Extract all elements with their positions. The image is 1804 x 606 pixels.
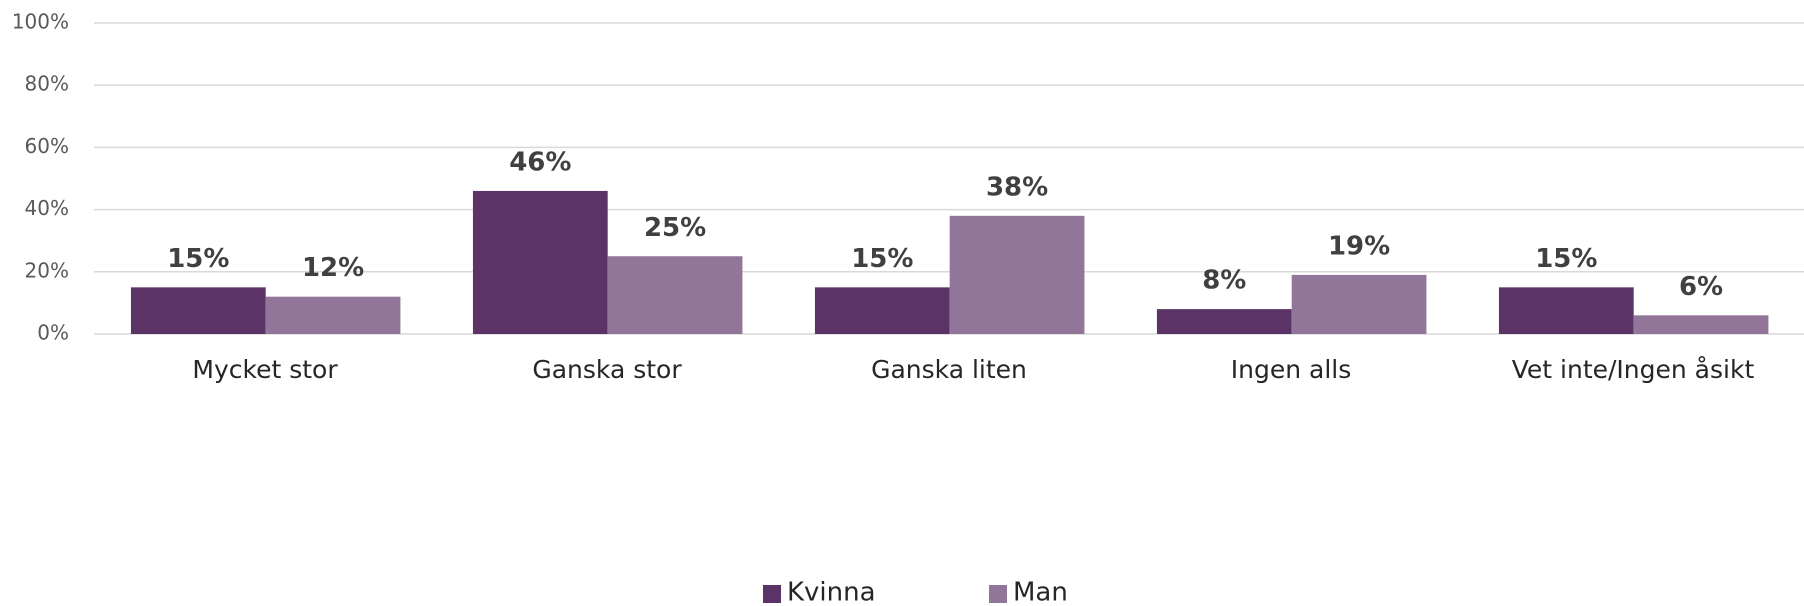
bar — [1498, 287, 1634, 334]
x-tick-label: Vet inte/Ingen åsikt — [1512, 355, 1755, 384]
bar — [1156, 309, 1292, 334]
bar — [130, 287, 266, 334]
legend-swatch — [989, 585, 1007, 603]
bar — [949, 215, 1085, 334]
value-label: 15% — [851, 244, 913, 274]
value-label: 15% — [167, 244, 229, 274]
legend-label: Man — [1013, 578, 1068, 606]
bar — [265, 296, 401, 334]
value-label: 38% — [986, 172, 1048, 202]
bar — [1291, 274, 1427, 334]
y-tick-label: 60% — [25, 134, 69, 158]
bar — [607, 256, 743, 334]
value-label: 6% — [1679, 272, 1723, 302]
y-tick-label: 40% — [25, 196, 69, 220]
y-tick-label: 0% — [37, 321, 69, 345]
bar — [814, 287, 950, 334]
x-tick-label: Ganska stor — [532, 355, 682, 384]
y-tick-label: 80% — [25, 72, 69, 96]
x-tick-label: Ganska liten — [871, 355, 1027, 384]
x-tick-label: Ingen alls — [1231, 355, 1352, 384]
value-label: 46% — [509, 147, 571, 177]
legend-label: Kvinna — [787, 578, 876, 606]
bar — [1633, 315, 1769, 334]
value-label: 19% — [1328, 231, 1390, 261]
y-tick-label: 100% — [12, 10, 69, 34]
legend-swatch — [763, 585, 781, 603]
value-label: 15% — [1535, 244, 1597, 274]
x-tick-label: Mycket stor — [192, 355, 338, 384]
value-label: 12% — [302, 253, 364, 283]
value-label: 25% — [644, 213, 706, 243]
value-label: 8% — [1202, 266, 1246, 296]
bar — [472, 190, 608, 334]
y-tick-label: 20% — [25, 258, 69, 282]
